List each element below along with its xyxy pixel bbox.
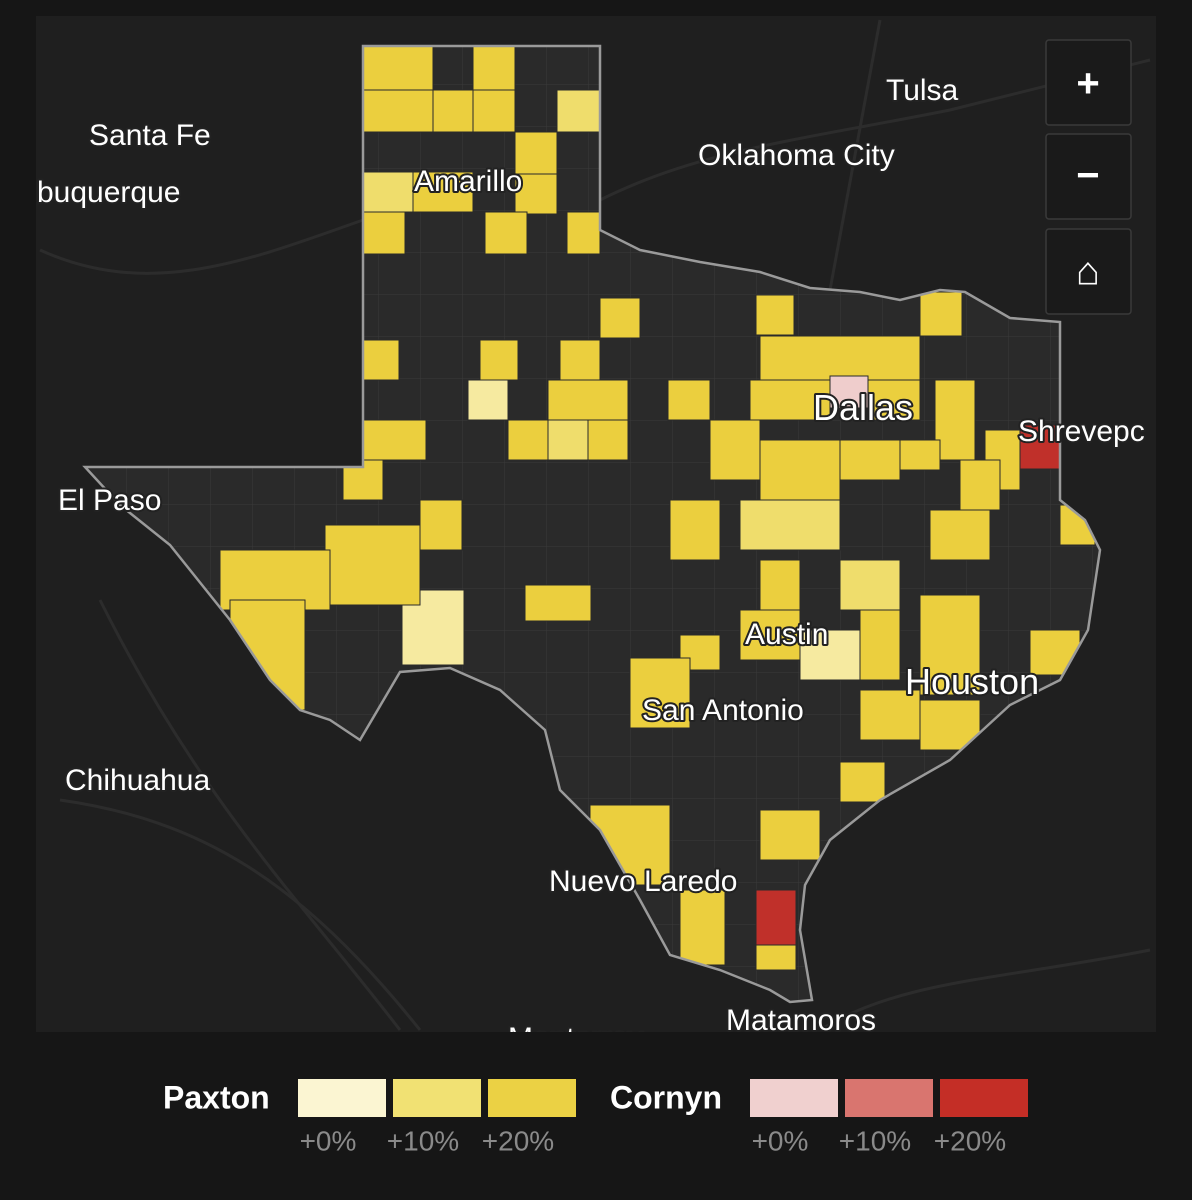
city-label: Nuevo Laredo bbox=[549, 865, 737, 898]
legend-label: +0% bbox=[752, 1125, 809, 1156]
legend-swatch bbox=[940, 1079, 1028, 1117]
legend-label: +20% bbox=[482, 1125, 554, 1156]
legend-name: Paxton bbox=[163, 1079, 270, 1115]
city-label: Chihuahua bbox=[65, 764, 210, 797]
legend-swatch bbox=[393, 1079, 481, 1117]
city-label: Tulsa bbox=[886, 74, 959, 107]
city-label: Dallas bbox=[813, 387, 913, 428]
legend-swatch bbox=[298, 1079, 386, 1117]
home-icon[interactable]: ⌂ bbox=[1076, 250, 1100, 294]
legend-label: +10% bbox=[387, 1125, 459, 1156]
city-label: Shrevepc bbox=[1018, 415, 1145, 448]
legend-label: +10% bbox=[839, 1125, 911, 1156]
map-controls: + − ⌂ bbox=[1045, 39, 1132, 315]
legend-swatch bbox=[750, 1079, 838, 1117]
roads bbox=[39, 19, 1151, 1032]
zoom-in-button[interactable] bbox=[1045, 39, 1132, 126]
city-label: Austin bbox=[745, 618, 828, 651]
legend-label: +0% bbox=[300, 1125, 357, 1156]
home-button[interactable] bbox=[1045, 228, 1132, 315]
legend-label: +20% bbox=[934, 1125, 1006, 1156]
city-label: Amarillo bbox=[414, 165, 522, 198]
city-label: San Antonio bbox=[642, 694, 804, 727]
city-label: Oklahoma City bbox=[698, 139, 895, 172]
zoom-out-button[interactable] bbox=[1045, 133, 1132, 220]
city-label: El Paso bbox=[58, 484, 161, 517]
legend: Paxton +0% +10% +20% Cornyn +0% +10% +20% bbox=[163, 1079, 1028, 1156]
city-label: buquerque bbox=[37, 176, 180, 209]
city-label: Santa Fe bbox=[89, 119, 211, 152]
zoom-out-icon[interactable]: − bbox=[1076, 154, 1099, 198]
legend-name: Cornyn bbox=[610, 1079, 722, 1115]
zoom-in-icon[interactable]: + bbox=[1076, 62, 1099, 106]
legend-swatch bbox=[488, 1079, 576, 1117]
city-label: Houston bbox=[905, 661, 1039, 702]
legend-swatch bbox=[845, 1079, 933, 1117]
